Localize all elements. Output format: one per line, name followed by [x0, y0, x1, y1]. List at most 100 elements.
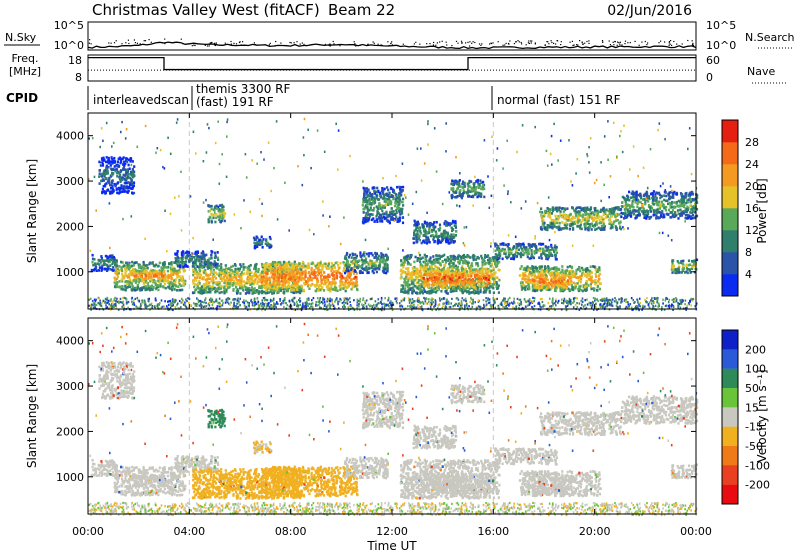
power-cell [497, 291, 500, 294]
power-cell [478, 277, 481, 280]
power-cell [467, 264, 470, 268]
power-cell [449, 265, 452, 269]
power-cell [459, 288, 462, 292]
power-cell [540, 243, 543, 246]
power-cell [321, 266, 324, 269]
power-cell [416, 267, 419, 271]
power-cell [91, 253, 94, 257]
power-cell [343, 266, 346, 270]
noise-search-point [330, 44, 332, 47]
power-cell [225, 276, 228, 280]
power-cell [371, 213, 374, 216]
power-cell [331, 272, 334, 275]
power-cell [277, 263, 281, 266]
power-cell [219, 271, 222, 274]
power-cell [141, 278, 144, 281]
noise-search-point [280, 42, 282, 44]
power-cell [533, 273, 536, 276]
power-cell [512, 257, 515, 261]
power-cell [400, 288, 403, 291]
power-cell [586, 267, 589, 270]
power-cell [326, 287, 329, 291]
power-cell [580, 274, 583, 278]
power-cell [249, 264, 252, 267]
power-cell [231, 264, 234, 268]
power-cell [576, 282, 579, 285]
power-cell [236, 292, 239, 295]
power-cell [222, 278, 225, 281]
power-cell [180, 284, 183, 288]
power-cell [271, 289, 274, 292]
power-cell [336, 274, 339, 278]
power-cell [259, 273, 262, 277]
noise-search-point [333, 43, 335, 45]
power-cell [536, 275, 539, 279]
power-cell [165, 266, 169, 269]
power-cell [559, 281, 562, 285]
power-cell [441, 282, 444, 286]
power-cell [124, 172, 128, 175]
power-cell [276, 266, 279, 270]
power-cell [561, 268, 564, 272]
power-cell [485, 267, 489, 271]
power-cell [116, 181, 120, 184]
power-cell [466, 254, 469, 257]
power-cell [314, 271, 318, 274]
power-cell [97, 269, 100, 272]
power-cell [532, 266, 535, 270]
power-cell [163, 262, 166, 266]
noise-search-point [238, 41, 241, 44]
power-cell [129, 281, 132, 285]
power-cell [429, 265, 432, 268]
power-cell [451, 289, 455, 293]
power-cell [565, 287, 568, 290]
power-cell [192, 281, 195, 285]
noise-search-point [115, 40, 117, 42]
power-cell [475, 277, 478, 281]
power-cell [535, 286, 538, 289]
power-cell [417, 287, 420, 291]
power-cell [280, 275, 283, 278]
power-cell [186, 265, 189, 268]
power-cell [148, 275, 151, 279]
power-cell [478, 268, 481, 271]
power-cell [378, 261, 381, 265]
power-cell [456, 282, 459, 286]
noise-search-point [143, 40, 145, 42]
power-cell [546, 248, 549, 251]
power-cell [520, 288, 523, 291]
power-cell [372, 271, 375, 275]
power-cell [492, 266, 495, 270]
power-cell [564, 271, 567, 275]
power-cell [247, 287, 250, 290]
power-cell [344, 263, 348, 267]
power-cell [377, 257, 380, 261]
power-cell [329, 289, 332, 293]
power-cell [247, 279, 250, 282]
power-cell [118, 177, 122, 181]
power-cell [594, 281, 597, 284]
power-cell [194, 263, 197, 267]
power-cell [220, 204, 224, 207]
noise-search-point [638, 44, 640, 46]
power-cell [275, 262, 278, 266]
frequency-panel: Freq. [MHz] 18 8 60 0 Nave [9, 52, 786, 84]
power-cell [518, 274, 521, 277]
power-cell [536, 270, 539, 273]
power-cell [415, 270, 418, 273]
power-cell [413, 260, 416, 264]
noise-search-point [664, 41, 666, 43]
power-cell [408, 286, 411, 290]
power-cell [220, 275, 223, 279]
power-cell [464, 274, 467, 277]
power-cell [184, 263, 187, 267]
power-cell [172, 279, 176, 282]
power-cell [390, 187, 393, 191]
power-cell [557, 267, 560, 271]
noise-search-point [235, 43, 238, 45]
power-cell [491, 284, 494, 288]
power-cell [556, 278, 559, 282]
power-cell [457, 268, 460, 272]
power-cell [209, 261, 212, 265]
power-cell [597, 279, 600, 283]
